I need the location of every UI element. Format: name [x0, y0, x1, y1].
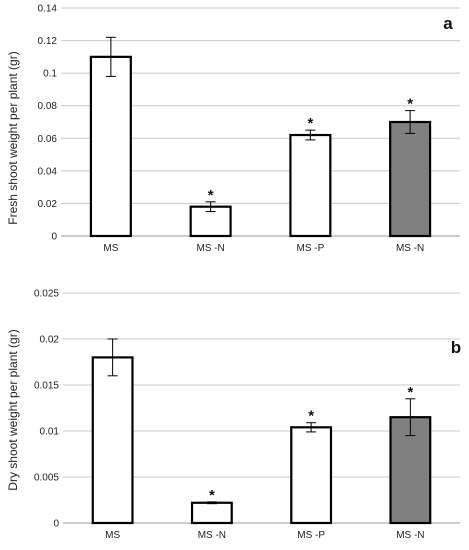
significance-marker: * — [407, 96, 413, 113]
bar — [289, 133, 332, 238]
x-tick-label: MS — [103, 243, 118, 254]
y-tick-label: 0 — [51, 232, 57, 243]
y-tick-label: 0.12 — [38, 36, 58, 47]
x-tick-label: MS -N — [198, 530, 226, 541]
y-tick-label: 0.015 — [34, 381, 59, 392]
x-tick-label: MS -P — [297, 530, 325, 541]
significance-marker: * — [307, 115, 313, 132]
chart-panel-a: 0 0.02 0.04 0.06 0.08 0.1 0.12 0.14 * * * MS MS -N… — [6, 4, 460, 254]
bar — [389, 120, 432, 238]
y-tick-label: 0.14 — [38, 4, 58, 15]
bar — [89, 55, 132, 238]
y-tick-label: 0.08 — [38, 101, 58, 112]
x-tick-labels: MS MS -N MS -P MS -N — [105, 530, 424, 541]
chart-panel-b: 0 0.005 0.01 0.015 0.02 0.025 * * * MS MS -N MS -… — [6, 289, 461, 542]
y-tick-label: 0.1 — [43, 69, 57, 80]
x-tick-label: MS -N — [396, 243, 424, 254]
bar — [190, 501, 233, 525]
y-tick-label: 0.02 — [38, 199, 58, 210]
y-tick-labels: 0 0.005 0.01 0.015 0.02 0.025 — [34, 289, 59, 530]
x-tick-label: MS -P — [296, 243, 324, 254]
x-tick-labels: MS MS -N MS -P MS -N — [103, 243, 424, 254]
y-tick-label: 0.005 — [34, 473, 59, 484]
significance-marker: * — [407, 384, 413, 401]
y-tick-label: 0.06 — [38, 134, 58, 145]
significance-marker: * — [208, 187, 214, 204]
x-tick-label: MS — [105, 530, 120, 541]
y-axis-title: Fresh shoot weight per plant (gr) — [6, 51, 20, 224]
y-tick-label: 0.025 — [34, 289, 59, 300]
y-tick-label: 0.01 — [40, 427, 60, 438]
y-tick-labels: 0 0.02 0.04 0.06 0.08 0.1 0.12 0.14 — [38, 4, 58, 243]
bar — [290, 426, 333, 525]
bars: * * * — [91, 338, 432, 525]
y-axis-title: Dry shoot weight per plant (gr) — [6, 329, 20, 490]
y-tick-label: 0.02 — [40, 335, 60, 346]
panel-label-a: a — [443, 14, 453, 33]
x-tick-label: MS -N — [396, 530, 424, 541]
x-tick-label: MS -N — [196, 243, 224, 254]
significance-marker: * — [308, 408, 314, 425]
significance-marker: * — [209, 487, 215, 504]
panel-label-b: b — [451, 338, 461, 357]
y-tick-label: 0 — [53, 519, 59, 530]
y-tick-label: 0.04 — [38, 166, 58, 177]
bars: * * * — [89, 36, 432, 238]
bar — [91, 356, 134, 525]
